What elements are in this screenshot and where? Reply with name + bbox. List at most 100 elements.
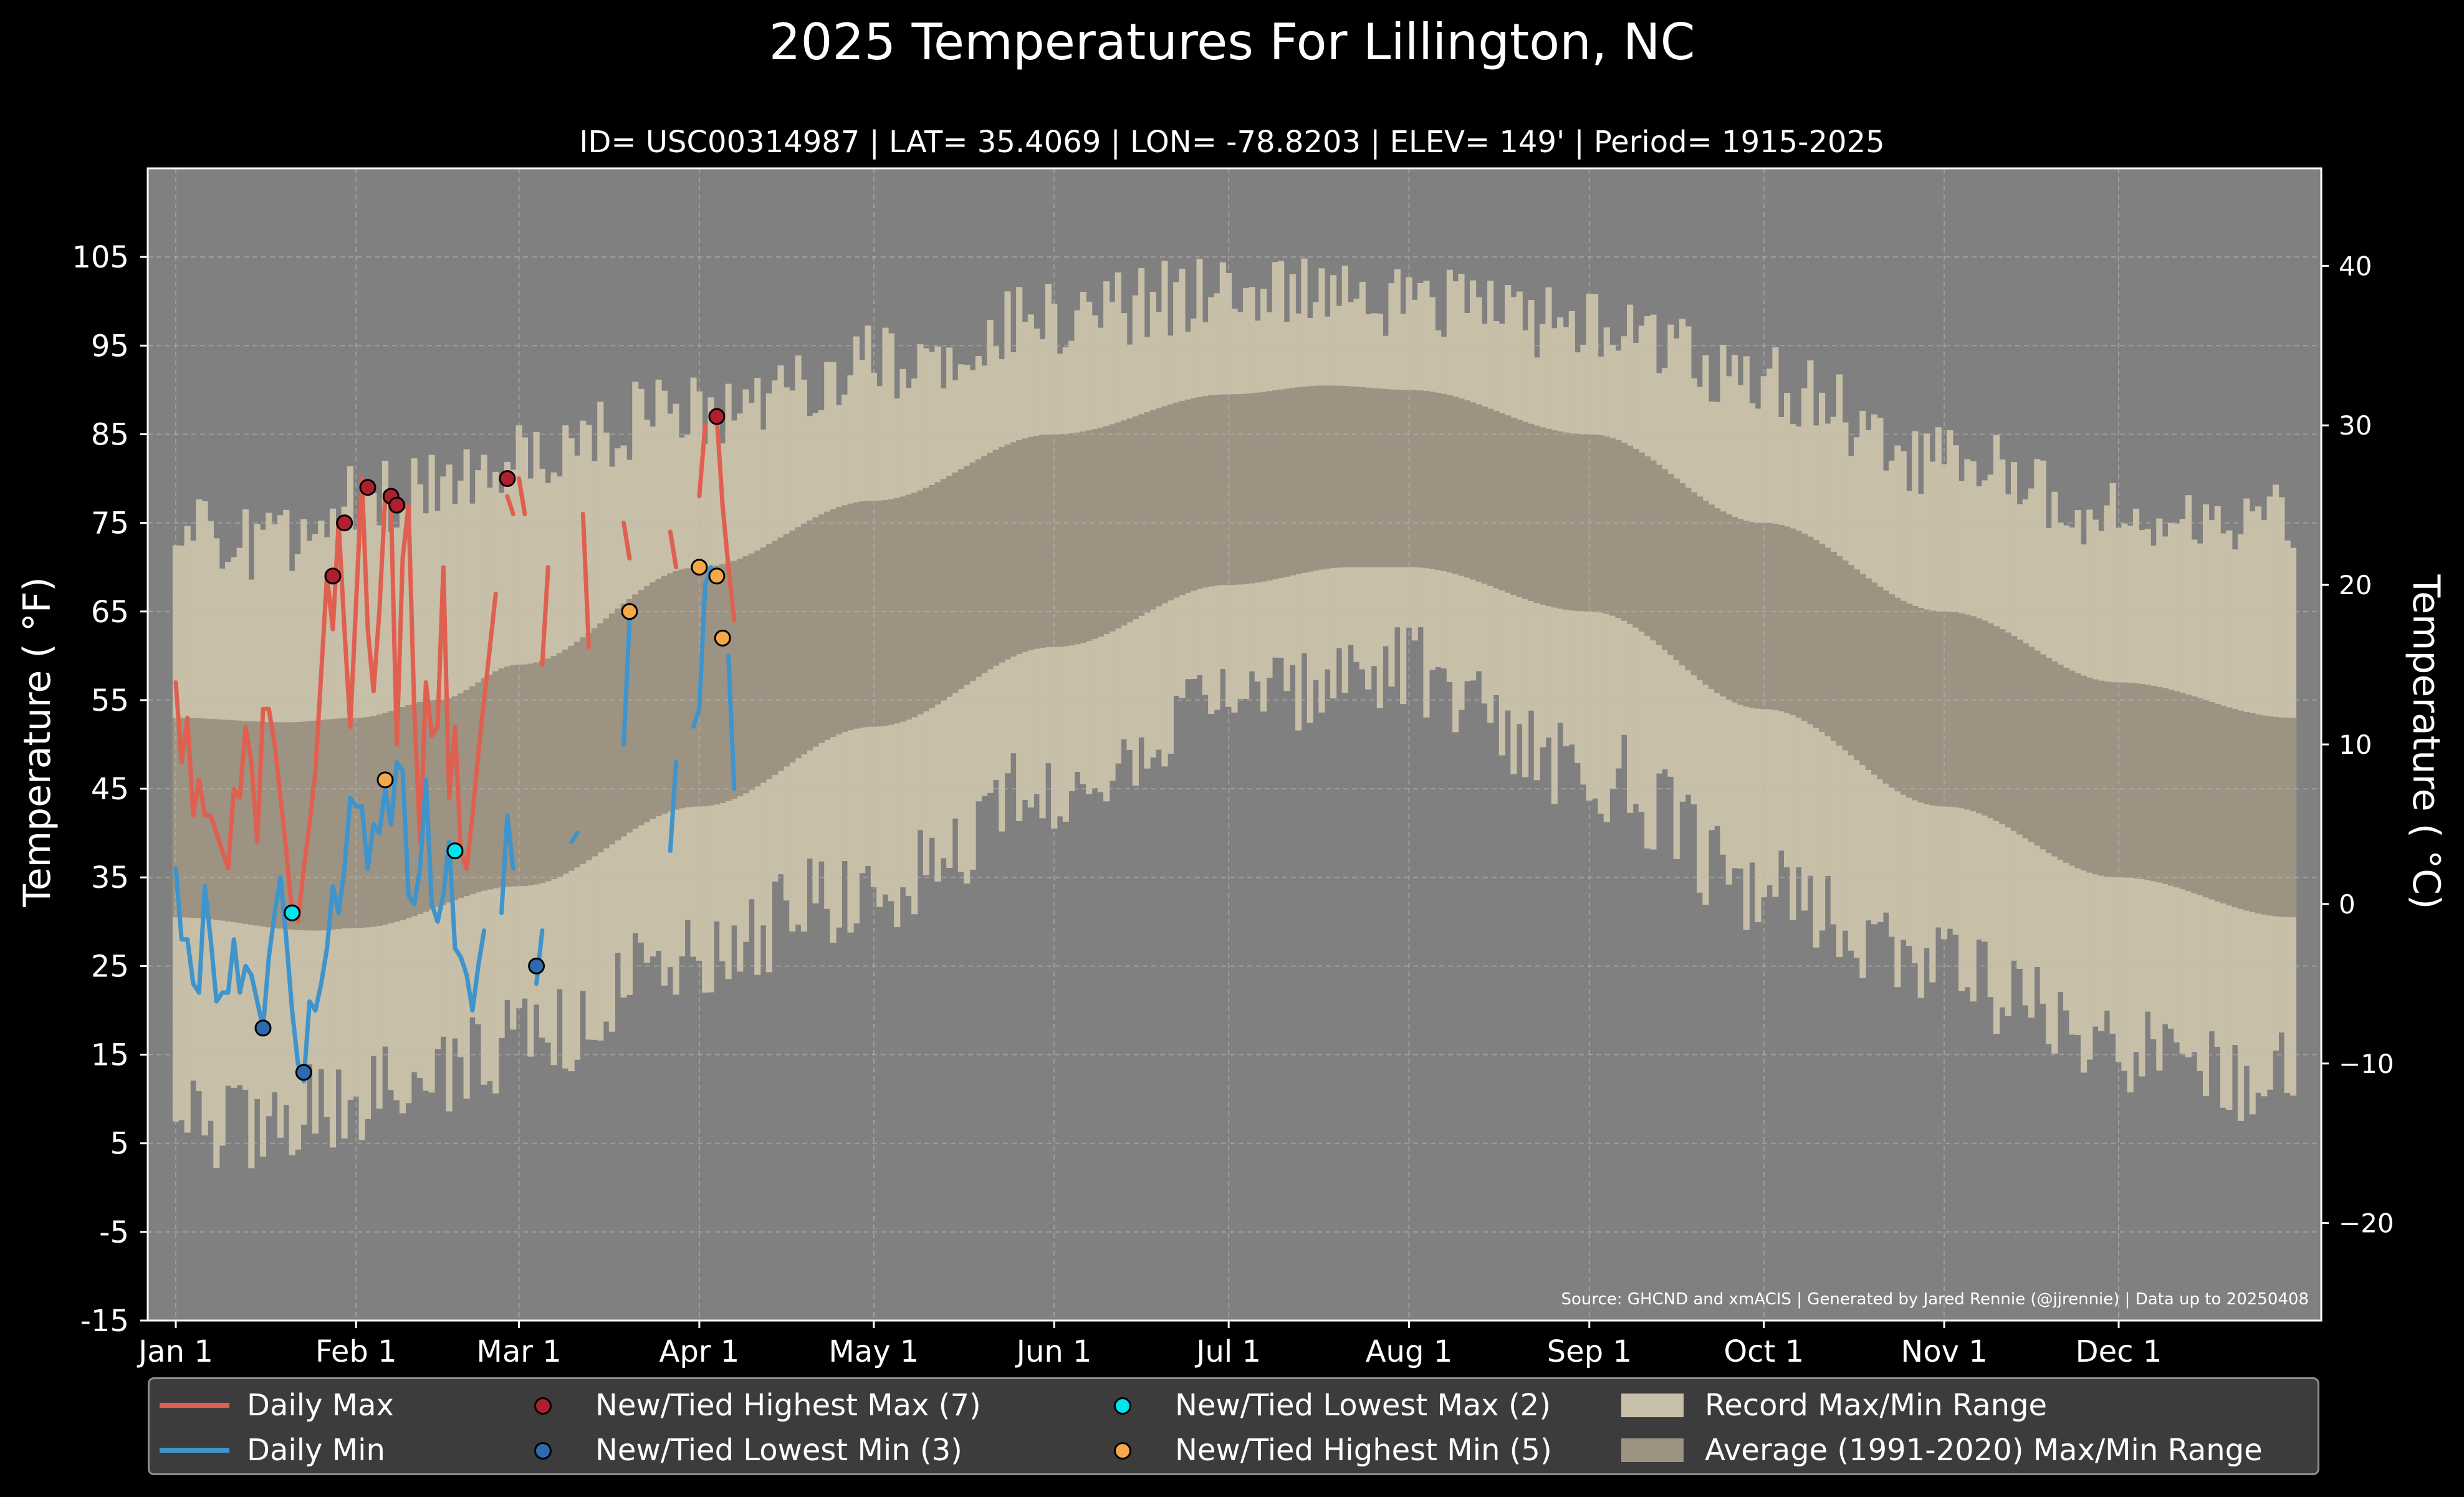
normal-range-bar <box>957 469 964 689</box>
normal-range-bar <box>731 561 737 799</box>
normal-range-bar <box>1173 402 1180 598</box>
record-point <box>359 479 376 496</box>
normal-range-bar <box>2208 701 2215 900</box>
legend-label: New/Tied Lowest Min (3) <box>595 1433 962 1468</box>
legend-label: Average (1991-2020) Max/Min Range <box>1705 1433 2263 1468</box>
normal-range-bar <box>1877 586 1884 779</box>
normal-range-bar <box>992 450 999 666</box>
normal-range-bar <box>562 649 569 874</box>
normal-range-bar <box>242 721 249 924</box>
series-line-daily-min <box>499 813 515 915</box>
normal-range-bar <box>1214 395 1220 586</box>
normal-range-bar <box>795 527 802 759</box>
record-point <box>621 603 638 620</box>
normal-range-bar <box>713 566 720 805</box>
normal-range-bar <box>1964 614 1971 810</box>
normal-range-bar <box>1167 404 1174 600</box>
normal-range-bar <box>1179 401 1186 595</box>
normal-range-bar <box>1027 436 1034 650</box>
normal-range-bar <box>1935 611 1942 807</box>
legend-label: New/Tied Lowest Max (2) <box>1175 1388 1551 1423</box>
normal-range-bar <box>1516 420 1523 597</box>
series-line-daily-max <box>505 494 515 516</box>
normal-range-bar <box>1353 387 1360 567</box>
normal-range-bar <box>882 499 889 726</box>
normal-range-bar <box>1196 397 1203 589</box>
normal-range-bar <box>1650 460 1657 641</box>
normal-range-bar <box>1359 387 1366 567</box>
y-tick-label-left: 105 <box>72 240 129 275</box>
normal-range-bar <box>899 496 906 722</box>
normal-range-bar <box>1685 488 1692 671</box>
normal-range-bar <box>1464 400 1470 578</box>
normal-range-bar <box>1493 411 1500 589</box>
series-line-daily-max <box>668 529 679 570</box>
normal-range-bar <box>2104 681 2111 877</box>
x-tick-label: Nov 1 <box>1901 1334 1987 1369</box>
normal-range-bar <box>370 716 377 927</box>
normal-range-bar <box>271 722 278 928</box>
normal-range-bar <box>1004 445 1011 660</box>
normal-range-bar <box>1882 590 1889 784</box>
normal-range-bar <box>1575 433 1581 612</box>
normal-range-bar <box>1784 526 1791 713</box>
y-tick-label-right: 0 <box>2339 889 2356 920</box>
normal-range-bar <box>1708 504 1715 689</box>
normal-range-bar <box>1609 438 1616 616</box>
normal-range-bar <box>1702 501 1709 685</box>
normal-range-bar <box>1411 390 1418 567</box>
normal-range-bar <box>1295 387 1302 574</box>
normal-range-bar <box>201 718 208 919</box>
normal-range-bar <box>2063 668 2070 863</box>
y-tick-label-left: -15 <box>80 1304 129 1339</box>
normal-range-bar <box>451 696 459 900</box>
normal-range-bar <box>1807 536 1814 724</box>
normal-range-bar <box>1452 397 1459 574</box>
legend-line-swatch <box>160 1448 229 1453</box>
normal-range-bar <box>510 665 517 887</box>
normal-range-bar <box>1225 394 1232 585</box>
normal-range-bar <box>597 623 604 853</box>
normal-range-bar <box>481 678 487 891</box>
normal-range-bar <box>1894 597 1901 792</box>
normal-range-bar <box>865 501 871 727</box>
normal-range-bar <box>1086 430 1093 642</box>
x-tick-label: Oct 1 <box>1723 1334 1804 1369</box>
normal-range-bar <box>213 719 220 920</box>
normal-range-bar <box>940 479 947 701</box>
normal-range-bar <box>2127 683 2134 878</box>
normal-range-bar <box>434 700 441 907</box>
normal-range-bar <box>2109 682 2116 877</box>
normal-range-bar <box>1824 547 1831 736</box>
x-tick-label: May 1 <box>828 1334 919 1369</box>
normal-range-bar <box>1243 393 1250 584</box>
normal-range-bar <box>1144 412 1151 613</box>
normal-range-bar <box>853 502 860 729</box>
normal-range-bar <box>1906 604 1913 798</box>
normal-range-bar <box>2097 680 2105 876</box>
normal-range-bar <box>189 718 197 918</box>
x-tick-label: Dec 1 <box>2076 1334 2162 1369</box>
normal-range-bar <box>1743 521 1750 707</box>
normal-range-bar <box>1097 427 1104 637</box>
normal-range-bar <box>1458 398 1465 576</box>
normal-range-bar <box>1528 423 1535 602</box>
normal-range-bar <box>294 721 302 930</box>
y-tick-label-left: 55 <box>91 683 129 718</box>
normal-range-bar <box>847 503 854 731</box>
record-point <box>714 629 731 647</box>
normal-range-bar <box>486 675 494 890</box>
normal-range-bar <box>1778 524 1785 711</box>
legend-label: Daily Max <box>247 1388 394 1423</box>
y-tick-label-left: -5 <box>99 1215 129 1250</box>
legend-dot-swatch <box>1114 1442 1131 1460</box>
normal-range-bar <box>859 501 866 728</box>
legend-label: New/Tied Highest Min (5) <box>1175 1433 1552 1468</box>
normal-range-bar <box>1016 440 1023 655</box>
normal-range-bar <box>760 547 767 783</box>
y-tick-label-right: −10 <box>2339 1049 2394 1079</box>
normal-range-bar <box>329 719 337 930</box>
record-point <box>254 1019 272 1037</box>
normal-range-bar <box>1865 578 1872 770</box>
normal-range-bar <box>1045 434 1052 647</box>
